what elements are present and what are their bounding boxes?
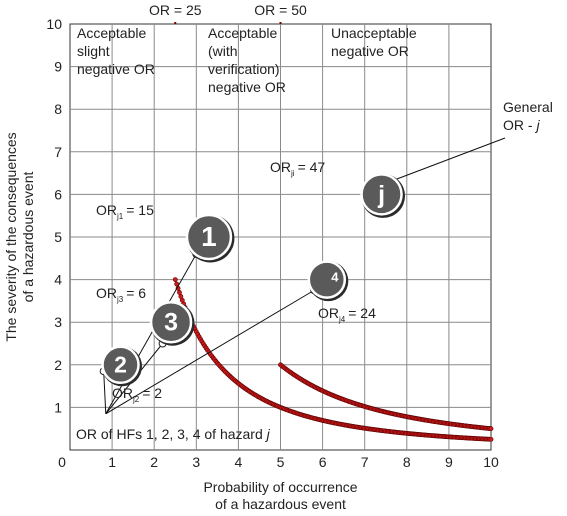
y-tick-label: 4 xyxy=(54,272,62,288)
or-curve-dot xyxy=(488,436,494,442)
connector-lines xyxy=(103,137,506,415)
or-curve-dot xyxy=(177,290,182,295)
zone-label: (with xyxy=(208,43,238,59)
zone-label: Acceptable xyxy=(77,25,146,41)
marker-label: 1 xyxy=(201,221,217,252)
zone-label: Acceptable xyxy=(208,25,277,41)
y-tick-label: 6 xyxy=(54,186,62,202)
or-value-label: ORji = 47 xyxy=(270,159,325,178)
hf-or-caption: OR of HFs 1, 2, 3, 4 of hazard j xyxy=(76,426,271,442)
marker-j xyxy=(360,173,403,216)
or-value-label: ORj3 = 6 xyxy=(96,285,146,304)
or-curve-dot xyxy=(488,426,494,432)
y-axis-title: The severity of the consequences xyxy=(3,132,19,341)
x-tick-label: 8 xyxy=(403,454,411,470)
general-or-label: General xyxy=(503,99,553,115)
x-tick-label: 9 xyxy=(445,454,453,470)
y-tick-label: 8 xyxy=(54,101,62,117)
or-value-label: ORj4 = 24 xyxy=(318,305,376,324)
y-tick-label: 1 xyxy=(54,399,62,415)
x-tick-label: 6 xyxy=(319,454,327,470)
y-tick-label: 7 xyxy=(54,144,62,160)
x-tick-label: 7 xyxy=(361,454,369,470)
general-or-leader xyxy=(389,137,506,183)
hf-markers: 1 2 3 4 j xyxy=(101,173,406,387)
connector-line xyxy=(103,371,107,414)
connector-line xyxy=(105,253,197,415)
or-value-label: ORj1 = 15 xyxy=(96,202,154,221)
x-tick-label: 5 xyxy=(277,454,285,470)
marker-label: 4 xyxy=(331,270,339,285)
zone-label: negative OR xyxy=(208,79,286,95)
zone-label: negative OR xyxy=(331,43,409,59)
marker-2 xyxy=(101,345,140,385)
y-tick-label: 5 xyxy=(54,229,62,245)
or-curve-label: OR = 25 xyxy=(149,2,202,18)
x-tick-label: 4 xyxy=(235,454,243,470)
zone-label: verification) xyxy=(208,61,280,77)
connector-line xyxy=(105,289,315,415)
zone-label: slight xyxy=(77,43,110,59)
x-tick-label: 3 xyxy=(192,454,200,470)
x-tick-label: 1 xyxy=(108,454,116,470)
general-or-label: OR - j xyxy=(503,117,540,133)
marker-label: 2 xyxy=(114,351,127,377)
x-tick-label: 0 xyxy=(58,454,66,470)
marker-4 xyxy=(307,260,347,299)
or-value-label: ORj2 = 2 xyxy=(112,385,162,404)
marker-1 xyxy=(185,213,233,261)
x-axis-title: of a hazardous event xyxy=(215,496,346,512)
y-tick-label: 3 xyxy=(54,314,62,330)
x-tick-label: 10 xyxy=(483,454,499,470)
y-tick-label: 9 xyxy=(54,59,62,75)
x-axis-title: Probability of occurrence xyxy=(203,479,357,495)
marker-3 xyxy=(149,300,193,344)
y-tick-label: 10 xyxy=(46,16,62,32)
marker-label: 3 xyxy=(164,309,178,337)
y-tick-label: 2 xyxy=(54,357,62,373)
or-curve-dot xyxy=(172,277,178,282)
y-axis-title: of a hazardous event xyxy=(20,172,36,303)
zone-label: Unacceptable xyxy=(331,25,417,41)
x-tick-label: 2 xyxy=(150,454,158,470)
zone-label: negative OR xyxy=(77,61,155,77)
marker-label: j xyxy=(377,181,385,209)
or-curve-label: OR = 50 xyxy=(254,2,307,18)
tick-labels: 0 1 2 3 4 5 6 7 8 9 10 1 2 3 4 5 6 7 8 9 10 xyxy=(46,16,499,470)
or-curves xyxy=(172,22,494,442)
